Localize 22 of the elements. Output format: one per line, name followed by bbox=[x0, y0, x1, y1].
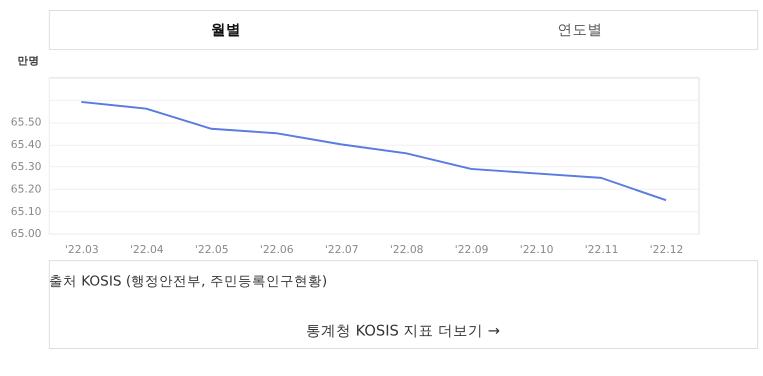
y-tick-label: 65.20 bbox=[10, 182, 42, 196]
y-axis-title: 만명 bbox=[18, 54, 40, 68]
x-tick-label: '22.08 bbox=[390, 242, 424, 256]
text: 월별 bbox=[210, 21, 241, 38]
x-tick-label: '22.04 bbox=[130, 242, 164, 256]
text: 통계청 KOSIS 지표 더보기 → bbox=[306, 322, 500, 340]
source-note: 출처 KOSIS (행정안전부, 주민등록인구현황) bbox=[48, 273, 328, 290]
x-tick-label: '22.11 bbox=[584, 242, 618, 256]
y-tick-label: 65.30 bbox=[10, 160, 42, 174]
x-tick-label: '22.09 bbox=[454, 242, 489, 256]
x-tick-label: '22.05 bbox=[194, 242, 229, 256]
x-tick-label: '22.12 bbox=[650, 242, 684, 256]
y-tick-label: 65.00 bbox=[10, 227, 42, 240]
y-tick-label: 65.40 bbox=[10, 138, 42, 151]
x-tick-label: '22.07 bbox=[324, 242, 359, 256]
text: 연도별 bbox=[558, 21, 603, 38]
x-tick-label: '22.06 bbox=[260, 242, 294, 256]
x-tick-label: '22.03 bbox=[64, 242, 99, 256]
x-tick-label: '22.10 bbox=[520, 242, 554, 256]
line-series bbox=[80, 100, 668, 202]
y-tick-label: 65.50 bbox=[10, 115, 42, 128]
y-tick-label: 65.10 bbox=[10, 204, 42, 218]
